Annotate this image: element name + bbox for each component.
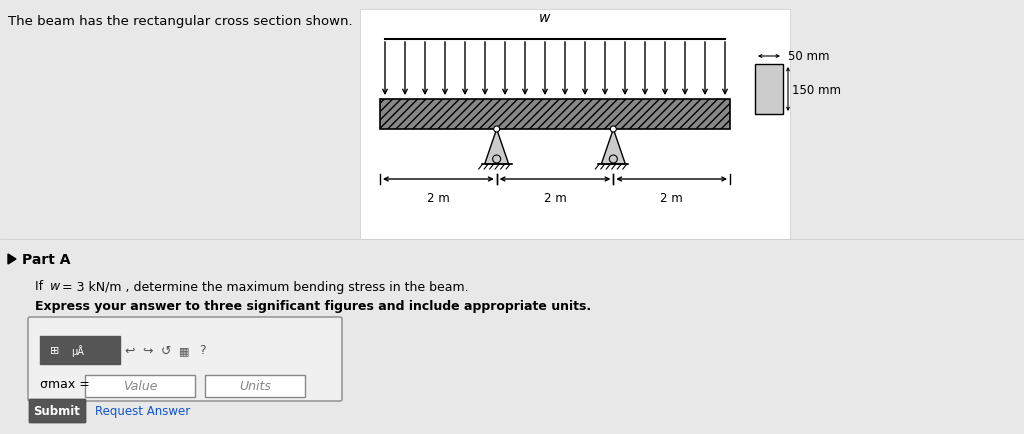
Text: Express your answer to three significant figures and include appropriate units.: Express your answer to three significant… <box>35 300 591 313</box>
FancyBboxPatch shape <box>28 317 342 401</box>
Text: 2 m: 2 m <box>660 191 683 204</box>
Text: ↩: ↩ <box>125 344 135 357</box>
Text: ↪: ↪ <box>142 344 154 357</box>
Text: ⊞: ⊞ <box>50 345 59 355</box>
FancyBboxPatch shape <box>29 399 86 423</box>
Bar <box>85 375 195 397</box>
Bar <box>380 100 730 130</box>
Bar <box>360 10 790 240</box>
Text: Submit: Submit <box>34 404 81 418</box>
Circle shape <box>610 127 616 133</box>
Text: Part A: Part A <box>22 253 71 266</box>
Text: Units: Units <box>239 380 271 393</box>
Text: μÅ: μÅ <box>72 344 84 356</box>
Text: The beam has the rectangular cross section shown.: The beam has the rectangular cross secti… <box>8 15 352 28</box>
Text: w: w <box>50 280 60 293</box>
Polygon shape <box>601 130 626 164</box>
Text: ?: ? <box>199 344 206 357</box>
Text: 50 mm: 50 mm <box>788 50 829 63</box>
Text: ↺: ↺ <box>161 344 171 357</box>
Polygon shape <box>484 130 509 164</box>
Text: 150 mm: 150 mm <box>792 83 841 96</box>
Text: w: w <box>540 11 551 25</box>
Circle shape <box>493 156 501 164</box>
Bar <box>755 65 783 115</box>
Text: σmax =: σmax = <box>40 378 90 391</box>
Text: Request Answer: Request Answer <box>95 404 190 418</box>
Text: 2 m: 2 m <box>427 191 450 204</box>
Circle shape <box>494 127 500 133</box>
Polygon shape <box>8 254 16 264</box>
Text: Value: Value <box>123 380 158 393</box>
Circle shape <box>609 156 617 164</box>
Bar <box>40 336 120 364</box>
Text: = 3 kN/m , determine the maximum bending stress in the beam.: = 3 kN/m , determine the maximum bending… <box>58 280 469 293</box>
Text: ▦: ▦ <box>179 345 189 355</box>
Text: If: If <box>35 280 47 293</box>
Text: 2 m: 2 m <box>544 191 566 204</box>
Bar <box>205 375 305 397</box>
